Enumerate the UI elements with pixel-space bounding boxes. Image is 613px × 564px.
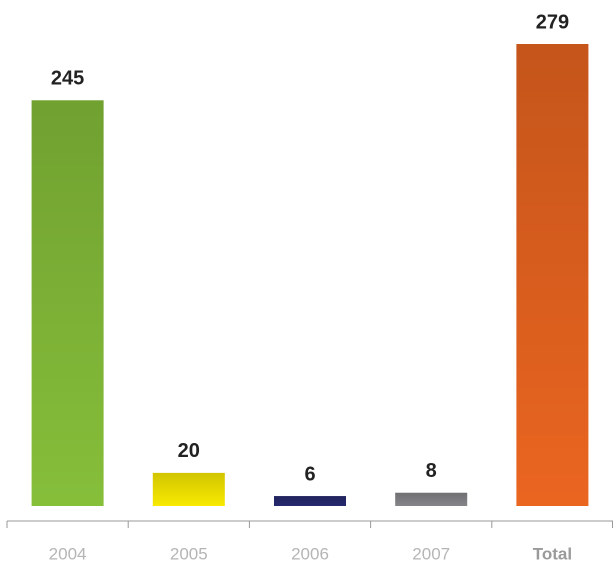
x-tick-label: 2005	[170, 544, 208, 563]
x-tick-label: 2006	[291, 544, 329, 563]
x-tick-label: Total	[533, 544, 572, 563]
value-label: 279	[536, 11, 569, 33]
value-label: 245	[51, 68, 84, 90]
bar-shade	[31, 100, 104, 506]
bar-shade	[152, 472, 225, 506]
value-label: 6	[304, 463, 315, 485]
bar-shade	[274, 496, 346, 506]
bar-shade	[516, 44, 589, 506]
x-tick-label: 2004	[49, 544, 87, 563]
x-tick-label: 2007	[412, 544, 450, 563]
value-label: 20	[178, 440, 200, 462]
value-label: 8	[426, 460, 437, 482]
bar-shade	[395, 492, 468, 506]
